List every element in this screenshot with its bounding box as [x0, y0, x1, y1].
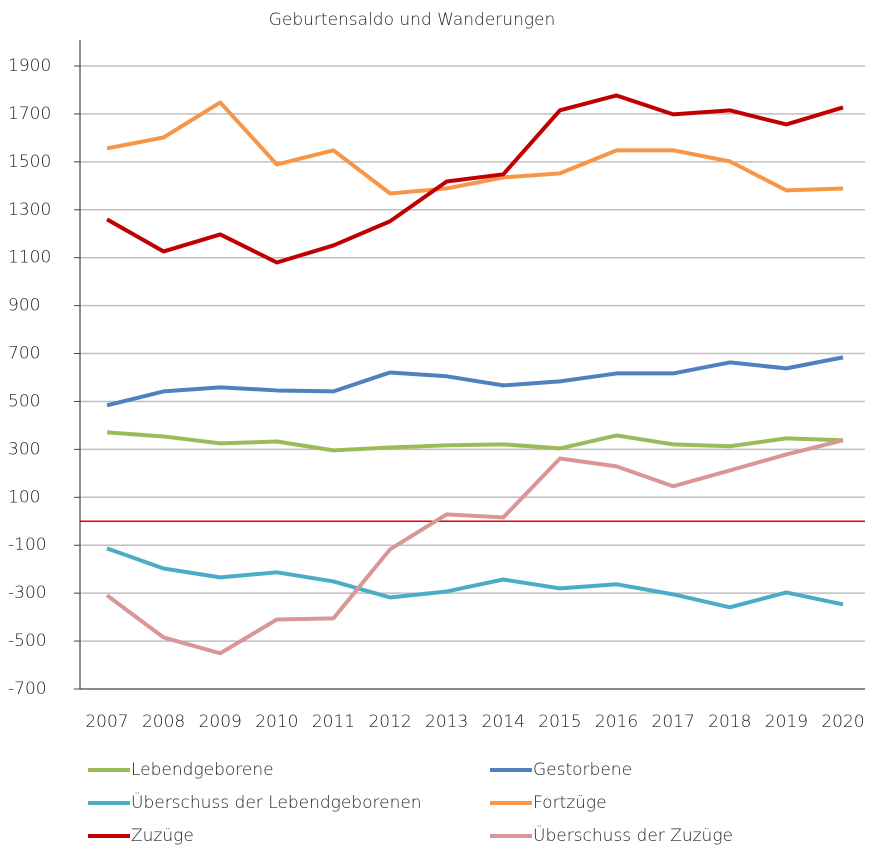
- legend-label: Lebendgeborene: [131, 760, 274, 780]
- x-tick-label: 2013: [425, 712, 468, 732]
- y-tick-label: 1900: [8, 56, 51, 76]
- y-tick-label: 100: [8, 487, 40, 507]
- y-tick-label: -300: [8, 583, 47, 603]
- y-tick-label: 900: [8, 296, 40, 316]
- x-tick-label: 2008: [142, 712, 185, 732]
- y-tick-label: 1500: [8, 152, 51, 172]
- x-tick-label: 2015: [538, 712, 581, 732]
- y-tick-label: 1100: [8, 248, 51, 268]
- legend-label: Überschuss der Lebendgeborenen: [131, 791, 422, 813]
- series-line: [105, 438, 844, 656]
- y-tick-label: 500: [8, 391, 40, 411]
- series-line: [106, 546, 844, 610]
- x-tick-label: 2016: [595, 712, 638, 732]
- y-tick-label: 700: [8, 344, 40, 364]
- series-line: [106, 100, 844, 196]
- y-tick-label: 1700: [8, 104, 51, 124]
- legend-label: Gestorbene: [533, 760, 632, 780]
- series-line: [106, 355, 844, 408]
- x-tick-label: 2011: [312, 712, 355, 732]
- y-tick-label: -100: [8, 535, 47, 555]
- legend-label: Überschuss der Zuzüge: [533, 824, 733, 846]
- x-tick-label: 2020: [821, 712, 864, 732]
- x-tick-label: 2018: [708, 712, 751, 732]
- y-tick-label: -500: [8, 631, 47, 651]
- x-tick-label: 2009: [199, 712, 242, 732]
- y-tick-label: 300: [8, 439, 40, 459]
- x-tick-label: 2017: [652, 712, 695, 732]
- legend-label: Zuzüge: [131, 826, 194, 846]
- y-tick-label: 1300: [8, 200, 51, 220]
- series-line: [106, 93, 844, 265]
- chart-title: Geburtensaldo und Wanderungen: [269, 10, 556, 30]
- y-tick-label: -700: [8, 679, 47, 699]
- legend-label: Fortzüge: [533, 793, 607, 813]
- x-tick-label: 2019: [765, 712, 808, 732]
- x-tick-label: 2012: [368, 712, 411, 732]
- series-line: [106, 430, 844, 453]
- x-tick-label: 2007: [85, 712, 128, 732]
- x-tick-label: 2010: [255, 712, 298, 732]
- x-tick-label: 2014: [482, 712, 525, 732]
